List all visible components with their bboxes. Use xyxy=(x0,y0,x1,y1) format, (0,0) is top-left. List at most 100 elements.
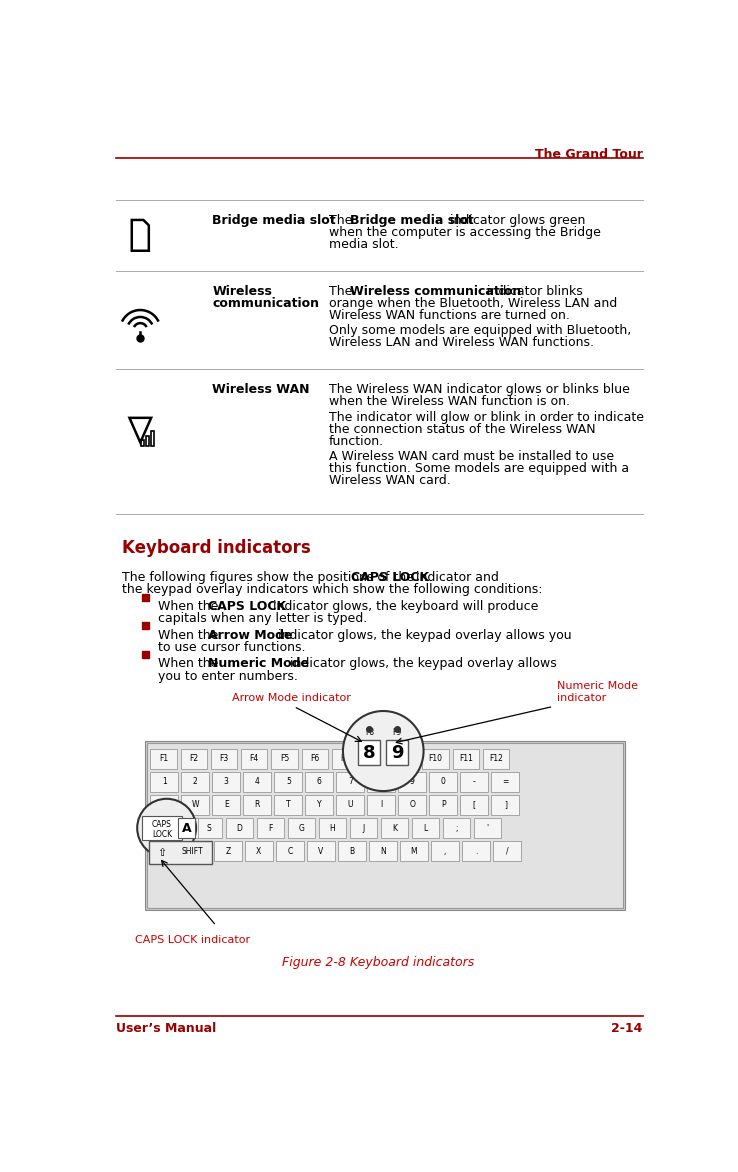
Bar xyxy=(141,441,145,445)
Text: ,: , xyxy=(444,846,446,856)
Text: indicator glows, the keyboard will produce: indicator glows, the keyboard will produ… xyxy=(269,600,538,613)
Text: indicator and: indicator and xyxy=(412,571,499,584)
Text: F10: F10 xyxy=(429,755,443,763)
Circle shape xyxy=(343,711,424,791)
Text: /: / xyxy=(506,846,508,856)
Text: 8: 8 xyxy=(363,743,376,762)
Text: G: G xyxy=(299,824,305,832)
Bar xyxy=(211,749,237,769)
Bar xyxy=(245,841,273,861)
Bar xyxy=(350,818,377,838)
Bar xyxy=(195,818,222,838)
Bar xyxy=(461,772,489,792)
Text: M: M xyxy=(410,846,417,856)
Bar xyxy=(276,841,304,861)
Text: F2: F2 xyxy=(189,755,199,763)
Bar xyxy=(399,795,427,815)
Text: =: = xyxy=(502,777,508,786)
Text: F5: F5 xyxy=(280,755,289,763)
Text: function.: function. xyxy=(328,435,384,448)
Bar xyxy=(400,841,428,861)
Text: The Grand Tour: The Grand Tour xyxy=(534,149,643,162)
Text: When the: When the xyxy=(158,657,222,670)
Text: 2-14: 2-14 xyxy=(611,1022,643,1035)
Text: F9: F9 xyxy=(393,728,401,737)
Text: Wireless WAN card.: Wireless WAN card. xyxy=(328,475,450,488)
Text: Keyboard indicators: Keyboard indicators xyxy=(122,539,311,557)
Text: W: W xyxy=(192,800,199,810)
Bar xyxy=(182,772,210,792)
Text: LOCK: LOCK xyxy=(152,830,172,839)
Text: ⇧: ⇧ xyxy=(157,849,167,858)
Bar xyxy=(492,795,520,815)
Bar xyxy=(182,795,210,815)
Bar xyxy=(362,749,388,769)
Circle shape xyxy=(137,799,196,857)
Text: when the computer is accessing the Bridge: when the computer is accessing the Bridg… xyxy=(328,226,601,239)
Text: media slot.: media slot. xyxy=(328,238,399,251)
Bar xyxy=(179,818,196,838)
Text: the connection status of the Wireless WAN: the connection status of the Wireless WA… xyxy=(328,423,596,436)
Text: ': ' xyxy=(486,824,489,832)
Text: Arrow Mode indicator: Arrow Mode indicator xyxy=(232,693,351,702)
Text: User’s Manual: User’s Manual xyxy=(116,1022,215,1035)
Bar xyxy=(306,795,334,815)
Bar xyxy=(306,772,334,792)
Bar xyxy=(307,841,335,861)
Text: CAPS LOCK: CAPS LOCK xyxy=(208,600,286,613)
Text: CAPS: CAPS xyxy=(152,820,172,830)
Bar xyxy=(213,772,241,792)
Text: 1: 1 xyxy=(162,777,167,786)
Text: F8: F8 xyxy=(370,755,379,763)
Text: Numeric Mode
indicator: Numeric Mode indicator xyxy=(557,681,638,702)
Bar xyxy=(368,795,396,815)
Text: Numeric Mode: Numeric Mode xyxy=(208,657,309,670)
Bar xyxy=(151,841,211,861)
Text: T: T xyxy=(286,800,291,810)
Text: A Wireless WAN card must be installed to use: A Wireless WAN card must be installed to… xyxy=(328,450,614,463)
Bar xyxy=(392,749,418,769)
Bar xyxy=(151,795,179,815)
Text: SHIFT: SHIFT xyxy=(182,846,203,856)
Text: ;: ; xyxy=(455,824,458,832)
Text: F: F xyxy=(269,824,272,832)
Text: F11: F11 xyxy=(459,755,473,763)
Bar xyxy=(147,743,623,908)
Bar xyxy=(337,772,365,792)
Text: The Wireless WAN indicator glows or blinks blue: The Wireless WAN indicator glows or blin… xyxy=(328,383,630,396)
Text: 9: 9 xyxy=(391,743,404,762)
Text: 9: 9 xyxy=(410,777,415,786)
Bar xyxy=(288,818,315,838)
Bar xyxy=(399,772,427,792)
Text: CAPS LOCK: CAPS LOCK xyxy=(351,571,430,584)
Bar xyxy=(181,749,207,769)
Bar xyxy=(244,795,272,815)
Text: Wireless WAN functions are turned on.: Wireless WAN functions are turned on. xyxy=(328,309,570,322)
Text: H: H xyxy=(330,824,335,832)
Text: -: - xyxy=(473,777,476,786)
Bar xyxy=(461,795,489,815)
Bar xyxy=(142,622,149,629)
Bar xyxy=(244,772,272,792)
Bar xyxy=(151,818,199,838)
Text: R: R xyxy=(255,800,260,810)
Bar xyxy=(257,818,284,838)
Text: N: N xyxy=(380,846,386,856)
Text: Bridge media slot: Bridge media slot xyxy=(350,213,474,227)
Bar xyxy=(213,795,241,815)
Text: C: C xyxy=(287,846,292,856)
Bar xyxy=(443,818,470,838)
Text: I: I xyxy=(380,800,382,810)
Text: 4: 4 xyxy=(255,777,260,786)
Bar xyxy=(338,841,366,861)
Text: [: [ xyxy=(473,800,476,810)
Bar xyxy=(151,431,154,445)
Bar xyxy=(431,841,459,861)
Bar xyxy=(275,772,303,792)
Bar xyxy=(145,741,624,909)
Text: U: U xyxy=(348,800,353,810)
Text: Arrow Mode: Arrow Mode xyxy=(208,629,292,642)
Text: Wireless communication: Wireless communication xyxy=(350,285,521,298)
Text: this function. Some models are equipped with a: this function. Some models are equipped … xyxy=(328,462,629,476)
Text: X: X xyxy=(256,846,261,856)
